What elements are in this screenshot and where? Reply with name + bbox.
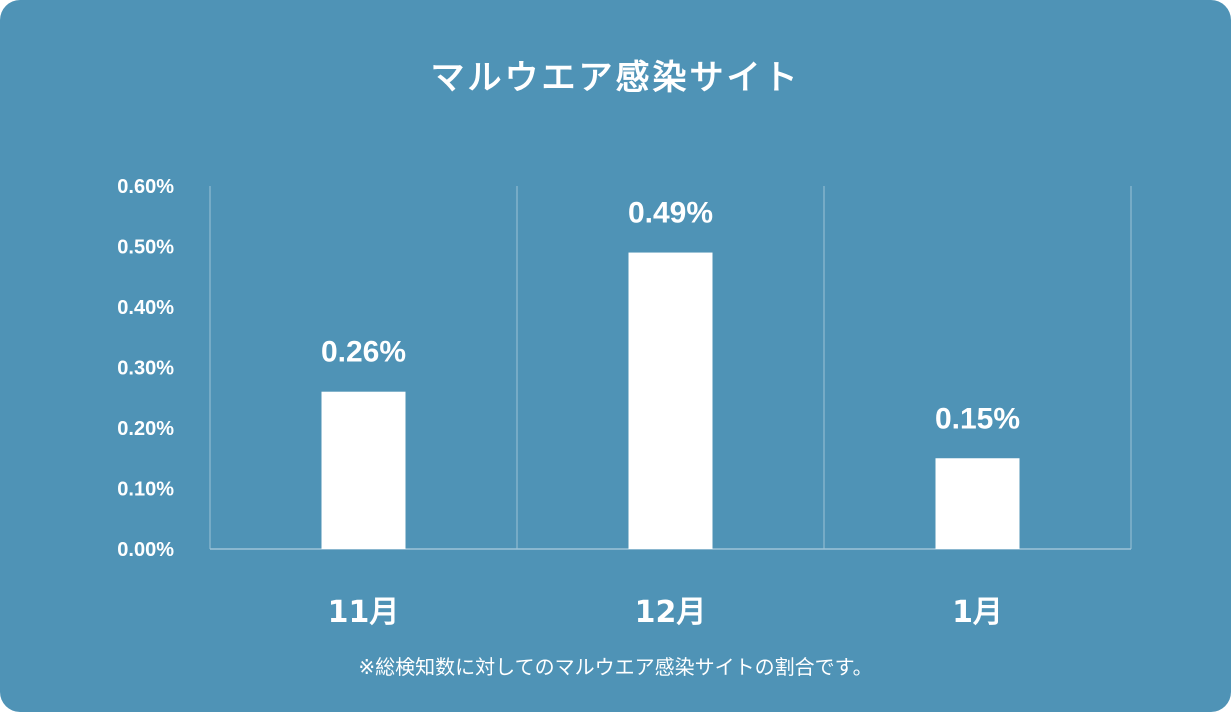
x-category-label: 11月: [328, 595, 400, 630]
chart-title: マルウエア感染サイト: [430, 58, 801, 98]
data-label: 0.26%: [321, 336, 406, 369]
y-tick-label: 0.10%: [117, 479, 174, 501]
data-label: 0.15%: [935, 402, 1020, 435]
x-category-label: 1月: [952, 595, 1003, 630]
y-tick-label: 0.60%: [117, 176, 174, 198]
bar: [321, 391, 406, 549]
y-tick-label: 0.00%: [117, 539, 174, 561]
y-tick-label: 0.50%: [117, 237, 174, 259]
bar: [628, 252, 713, 550]
data-label: 0.49%: [628, 197, 713, 230]
x-category-label: 12月: [635, 595, 707, 630]
y-tick-label: 0.30%: [117, 358, 174, 380]
bar: [935, 458, 1020, 549]
y-tick-label: 0.40%: [117, 297, 174, 319]
chart-footnote: ※総検知数に対してのマルウエア感染サイトの割合です。: [358, 655, 873, 679]
y-tick-label: 0.20%: [117, 418, 174, 440]
